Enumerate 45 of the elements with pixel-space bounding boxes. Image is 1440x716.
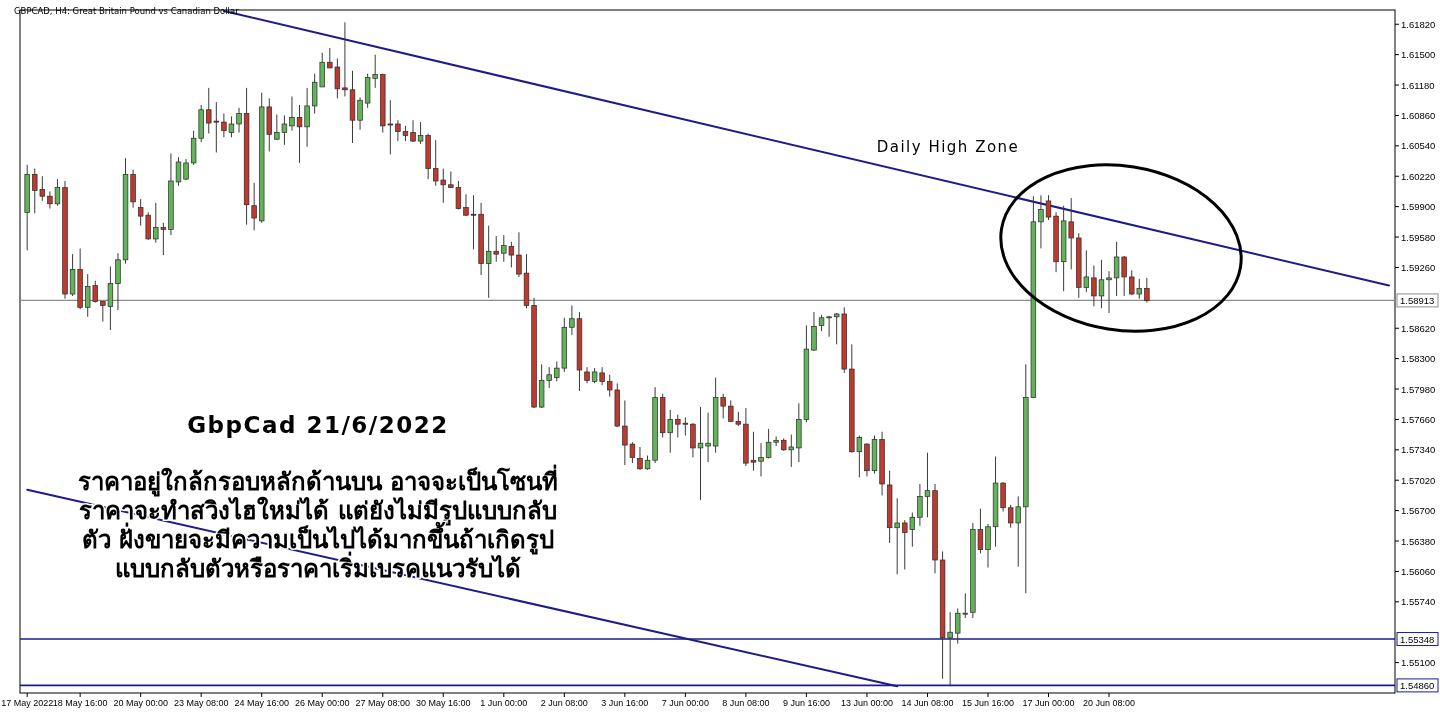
x-tick-label: 26 May 00:00 (294, 698, 350, 708)
y-tick-label: 1.55100 (1401, 657, 1436, 669)
x-tick-label: 30 May 16:00 (416, 698, 471, 708)
y-tick-label: 1.60220 (1401, 170, 1436, 182)
x-tick-label: 20 Jun 08:00 (1083, 698, 1136, 708)
x-tick-label: 3 Jun 16:00 (601, 698, 649, 708)
x-tick-label: 24 May 16:00 (234, 698, 289, 708)
y-tick-label: 1.56700 (1401, 505, 1436, 517)
y-tick-label: 1.57980 (1401, 383, 1436, 395)
y-tick-label: 1.59900 (1401, 201, 1436, 213)
ref-line-label: 1.54860 (1400, 679, 1435, 691)
x-tick-label: 14 Jun 08:00 (901, 698, 954, 708)
y-tick-label: 1.59260 (1401, 261, 1436, 273)
y-tick-label: 1.55740 (1401, 596, 1436, 608)
y-tick-label: 1.57340 (1401, 444, 1436, 456)
x-tick-label: 13 Jun 00:00 (840, 698, 893, 708)
x-tick-label: 17 Jun 00:00 (1022, 698, 1075, 708)
y-tick-label: 1.61180 (1401, 79, 1435, 91)
x-tick-label: 20 May 00:00 (113, 698, 168, 708)
y-tick-label: 1.56380 (1401, 535, 1436, 547)
y-tick-label: 1.57660 (1401, 413, 1436, 425)
x-tick-label: 1 Jun 00:00 (480, 698, 528, 708)
chart-title: GBPCAD, H4: Great Britain Pound vs Canadian Dollar (14, 6, 240, 16)
x-tick-label: 27 May 08:00 (355, 698, 411, 708)
x-tick-label: 17 May 2022 (1, 698, 54, 708)
x-tick-label: 15 Jun 16:00 (961, 698, 1015, 708)
ref-line-label: 1.55348 (1400, 633, 1435, 645)
y-tick-label: 1.61820 (1401, 18, 1436, 30)
y-tick-label: 1.61500 (1401, 49, 1436, 61)
y-tick-label: 1.58620 (1401, 322, 1436, 334)
y-tick-label: 1.56060 (1401, 565, 1436, 577)
x-tick-label: 18 May 16:00 (52, 698, 108, 708)
x-tick-label: 23 May 08:00 (173, 698, 229, 708)
x-tick-label: 9 Jun 16:00 (782, 698, 830, 708)
x-tick-label: 2 Jun 08:00 (540, 698, 588, 708)
text: GbpCad 21/6/2022 (187, 412, 449, 438)
x-tick-label: 7 Jun 00:00 (661, 698, 709, 708)
y-tick-label: 1.60540 (1401, 140, 1436, 152)
x-tick-label: 8 Jun 08:00 (722, 698, 770, 708)
ref-line-label: 1.58913 (1400, 294, 1435, 306)
y-tick-label: 1.59580 (1401, 231, 1436, 243)
y-tick-label: 1.60860 (1401, 109, 1436, 121)
y-tick-label: 1.58300 (1401, 353, 1436, 365)
annotation: Daily High Zone (876, 138, 1020, 156)
y-tick-label: 1.57020 (1401, 474, 1436, 486)
